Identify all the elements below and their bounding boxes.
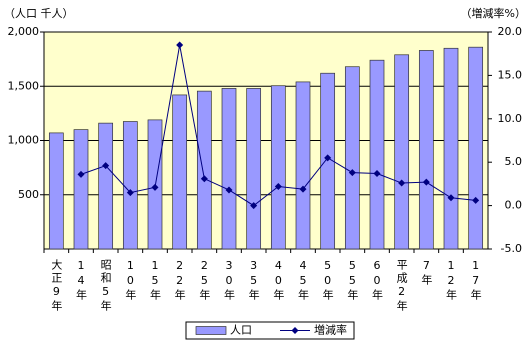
x-tick-label: 30年 (223, 259, 236, 302)
legend-swatch (291, 327, 299, 334)
legend (185, 321, 355, 340)
bar (418, 50, 434, 250)
marker (102, 162, 110, 170)
y-tick-label: 500 (18, 188, 39, 201)
bar (98, 122, 114, 250)
legend-swatch (195, 326, 227, 335)
marker (373, 169, 381, 177)
bar (48, 132, 64, 250)
legend-label: 人口 (230, 324, 252, 337)
bar (295, 81, 311, 250)
marker (77, 170, 85, 178)
x-tick-label: 40年 (272, 259, 285, 302)
bar (73, 129, 89, 250)
y-axis-title: （人口 千人） (4, 7, 74, 20)
legend-label: 増減率 (314, 323, 347, 337)
x-tick-label: 大正9年 (50, 258, 63, 313)
y-tick-label: 1,500 (8, 79, 40, 92)
x-tick-label: 55年 (346, 259, 359, 302)
marker (126, 189, 134, 197)
marker (274, 183, 282, 191)
marker (447, 194, 455, 202)
y2-tick-label: 15.0 (498, 68, 523, 81)
bar (246, 88, 262, 250)
x-tick-label: 60年 (371, 259, 384, 302)
marker (472, 196, 480, 204)
bar (270, 85, 286, 250)
marker (348, 169, 356, 177)
y2-axis-title: （増減率%） (461, 6, 526, 20)
marker (422, 178, 430, 186)
y2-tick-label: 5.0 (505, 155, 523, 168)
bar (196, 90, 212, 250)
x-tick-label: 15年 (149, 259, 162, 302)
marker (200, 175, 208, 183)
marker (324, 154, 332, 162)
bar (394, 54, 410, 250)
marker (151, 183, 159, 191)
x-tick-label: 14年 (75, 259, 88, 302)
y2-tick-label: 20.0 (498, 25, 523, 38)
y2-tick-label: -5.0 (501, 242, 522, 255)
bar (221, 88, 237, 250)
x-tick-label: 平成2年 (395, 259, 408, 313)
bar (122, 121, 138, 250)
x-tick-label: 昭和5年 (99, 259, 112, 313)
x-tick-label: 10年 (124, 259, 137, 302)
bar (344, 66, 360, 250)
x-tick-label: 12年 (445, 259, 458, 302)
y-tick-label: 2,000 (8, 25, 40, 38)
x-tick-label: 50年 (321, 259, 334, 302)
x-tick-label: 7年 (420, 259, 433, 287)
marker (225, 186, 233, 194)
y2-tick-label: 0.0 (505, 199, 523, 212)
y2-tick-label: 10.0 (498, 112, 523, 125)
x-tick-label: 22年 (173, 259, 186, 302)
x-tick-label: 35年 (247, 259, 260, 302)
bar (369, 59, 385, 250)
marker (398, 179, 406, 187)
bar (172, 94, 188, 250)
y-tick-label: 1,000 (8, 134, 40, 147)
marker (176, 41, 184, 49)
x-tick-label: 25年 (198, 259, 211, 302)
marker (299, 185, 307, 193)
bar (443, 47, 459, 250)
marker (250, 202, 258, 210)
bar (468, 46, 484, 250)
x-tick-label: 45年 (297, 259, 310, 302)
x-tick-label: 17年 (469, 259, 482, 302)
